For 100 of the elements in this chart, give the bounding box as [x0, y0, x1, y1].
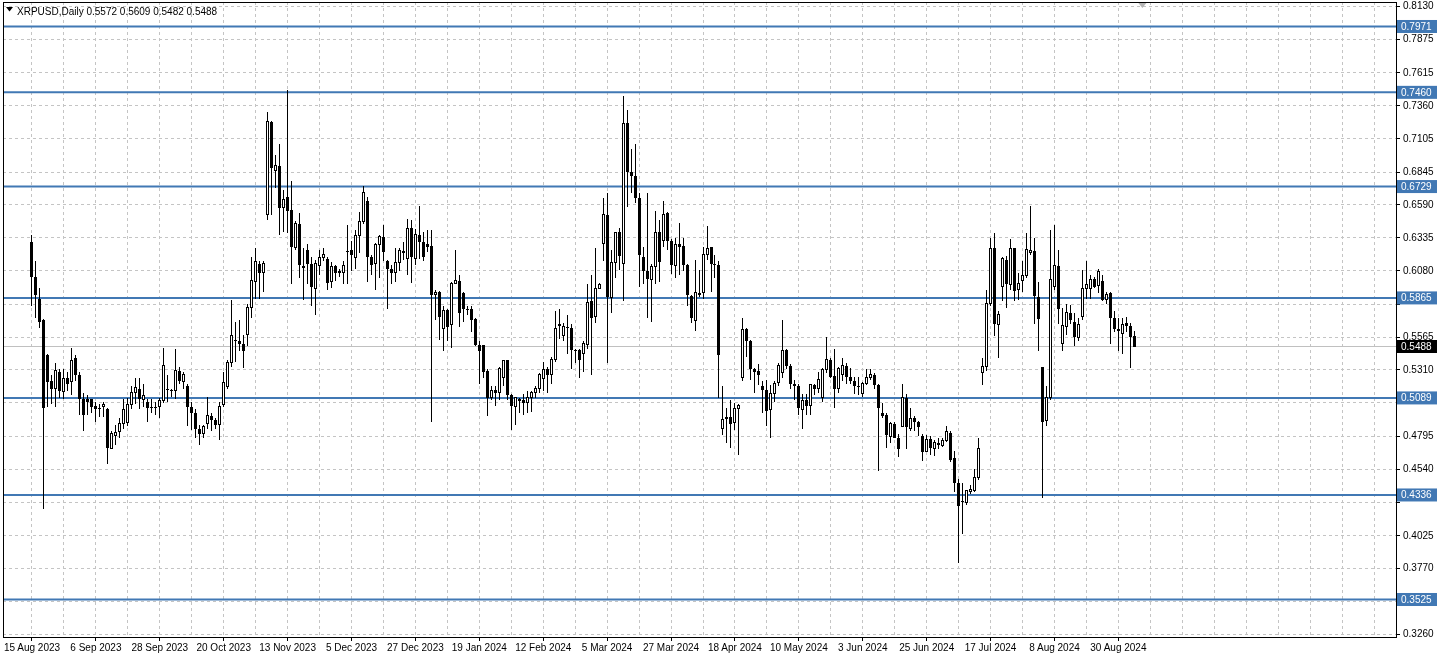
- candlestick: [1088, 274, 1092, 300]
- y-tick-label: 0.3260: [1403, 628, 1435, 640]
- candlestick: [342, 260, 346, 285]
- candlestick: [877, 383, 881, 472]
- candlestick: [190, 401, 194, 431]
- candlestick: [218, 401, 222, 441]
- ref-line-label: 0.7971: [1401, 20, 1433, 32]
- candlestick: [521, 393, 525, 416]
- x-tick-label: 13 Nov 2023: [259, 642, 317, 653]
- candlestick: [845, 362, 849, 385]
- annotation: 0.5488: [1401, 341, 1433, 352]
- candlestick: [174, 348, 178, 400]
- x-tick-label: 5 Mar 2024: [581, 642, 633, 653]
- ref-line-label: 0.6729: [1401, 181, 1433, 193]
- candlestick: [393, 247, 397, 283]
- candlestick: [837, 366, 841, 394]
- candlestick: [146, 398, 150, 423]
- candlestick: [417, 205, 421, 260]
- candlestick: [817, 371, 821, 394]
- candlestick: [885, 412, 889, 449]
- candlestick: [397, 247, 401, 272]
- y-tick-label: 0.8130: [1403, 0, 1435, 12]
- candlestick: [1072, 312, 1076, 347]
- candlestick: [797, 383, 801, 416]
- candlestick: [1076, 317, 1080, 342]
- candlestick: [242, 334, 246, 369]
- y-tick-label: 0.4540: [1403, 463, 1435, 475]
- y-tick-label: 0.5310: [1403, 363, 1435, 375]
- candlestick: [529, 390, 533, 413]
- ref-line-label: 0.3525: [1401, 594, 1433, 605]
- candlestick: [198, 424, 202, 446]
- candlestick: [194, 408, 198, 439]
- candlestick: [377, 234, 381, 279]
- candlestick: [1120, 317, 1124, 355]
- x-tick-label: 28 Sep 2023: [131, 642, 189, 653]
- candlestick: [689, 294, 693, 324]
- candlestick: [765, 379, 769, 427]
- candlestick: [1100, 274, 1104, 302]
- candlestick: [330, 261, 334, 289]
- candlestick: [381, 224, 385, 262]
- candlestick: [569, 323, 573, 370]
- candlestick: [477, 340, 481, 385]
- y-tick-label: 0.6845: [1403, 166, 1435, 178]
- candlestick: [737, 403, 741, 455]
- x-tick-label: 8 Aug 2024: [1029, 642, 1081, 653]
- y-tick-label: 0.4025: [1403, 529, 1435, 541]
- y-tick-label: 0.7360: [1403, 99, 1435, 111]
- y-tick-label: 0.6080: [1403, 264, 1435, 276]
- candlestick: [929, 435, 933, 455]
- y-tick-label: 0.7875: [1403, 33, 1435, 45]
- candlestick: [421, 231, 425, 262]
- candlestick: [957, 478, 961, 564]
- candlestick: [1116, 317, 1120, 352]
- x-tick-label: 10 May 2024: [769, 642, 829, 653]
- candlestick: [645, 192, 649, 319]
- ref-line-label: 0.5865: [1401, 292, 1433, 304]
- candlestick: [385, 259, 389, 310]
- candlestick: [62, 368, 66, 400]
- candlestick: [677, 222, 681, 276]
- candlestick: [138, 377, 142, 410]
- x-tick-label: 20 Oct 2023: [196, 642, 252, 653]
- x-tick-label: 25 Jun 2024: [899, 642, 955, 653]
- x-tick-label: 17 Jul 2024: [964, 642, 1017, 653]
- x-tick-label: 5 Dec 2023: [325, 642, 378, 653]
- candlestick: [537, 372, 541, 394]
- y-tick-label: 0.6335: [1403, 231, 1435, 243]
- candlestick: [206, 396, 210, 430]
- candlestick: [513, 396, 517, 426]
- ref-line-label: 0.4336: [1401, 489, 1433, 501]
- candlestick: [509, 393, 513, 431]
- x-tick-label: 19 Jan 2024: [451, 642, 508, 653]
- candlestick: [210, 412, 214, 432]
- candlestick: [557, 308, 561, 340]
- candlestick: [833, 348, 837, 409]
- candlestick: [1112, 310, 1116, 333]
- candlestick: [1037, 281, 1041, 352]
- candlestick: [709, 246, 713, 293]
- candlestick: [302, 247, 306, 301]
- candlestick: [761, 380, 765, 414]
- candlestick: [525, 390, 529, 414]
- candlestick: [306, 243, 310, 285]
- y-tick-label: 0.3770: [1403, 562, 1435, 574]
- candlestick: [729, 399, 733, 449]
- candlestick: [310, 256, 314, 307]
- candlestick: [86, 394, 90, 416]
- ref-line-label: 0.5089: [1401, 392, 1433, 404]
- chart-title: XRPUSD,Daily 0.5572 0.5609 0.5482 0.5488: [17, 6, 218, 17]
- x-tick-label: 15 Aug 2023: [3, 642, 61, 653]
- x-tick-label: 3 Jun 2024: [838, 642, 888, 653]
- candlestick: [389, 264, 393, 285]
- candlestick: [262, 260, 266, 293]
- candlestick: [134, 377, 138, 405]
- candlestick: [1068, 304, 1072, 325]
- ref-line-label: 0.7460: [1401, 86, 1433, 98]
- candlestick: [561, 322, 565, 342]
- x-tick-label: 18 Apr 2024: [708, 642, 763, 653]
- candlestick: [142, 383, 146, 408]
- candlestick: [186, 383, 190, 427]
- candlestick: [258, 260, 262, 300]
- x-tick-label: 27 Mar 2024: [642, 642, 700, 653]
